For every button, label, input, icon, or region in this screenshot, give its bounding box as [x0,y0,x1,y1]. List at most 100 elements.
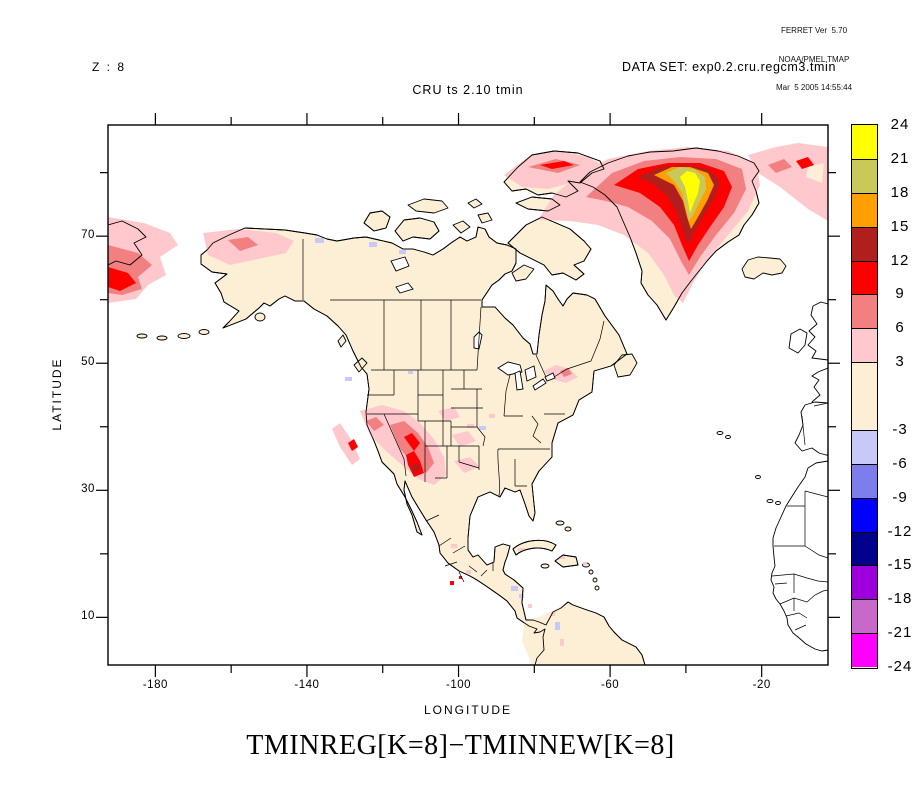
colorbar-divider [852,599,877,601]
colorbar-tick-label: 9 [895,285,905,303]
colorbar-divider [852,226,877,228]
colorbar-cell [852,429,877,464]
colorbar-tick-label: 18 [890,183,910,201]
plot-frame [107,124,829,666]
colorbar-cell [852,362,877,430]
colorbar-divider [852,565,877,567]
azores-1 [716,431,724,435]
colorbar-divider [852,531,877,533]
antilles-3 [594,585,600,591]
great-bear-lake [390,256,410,272]
colorbar-cell [852,294,877,329]
colorbar-cell [852,497,877,532]
western-us-patches [332,405,480,485]
scattered-specks [315,238,587,646]
bahamas [555,520,565,526]
lake-ontario [544,372,556,382]
ferret-timestamp: Mar 5 2005 14:55:44 [775,83,853,92]
prince-of-wales-island [452,220,471,234]
canary-1 [766,499,774,503]
colorbar-divider [852,429,877,431]
colorbar-divider [852,463,877,465]
y-tick-label: 50 [81,356,95,369]
azores-2 [725,435,731,439]
greenland-hotspot [538,143,828,303]
bering-red-band [108,267,136,291]
great-britain [807,301,828,361]
axis-ticks [96,113,840,677]
colorbar-divider [852,497,877,499]
colorbar-cell [852,599,877,634]
bathurst-island [467,198,483,209]
domain-corner-cream [522,604,578,665]
plot-title: TMINREG[K=8]−TMINNEW[K=8] [246,730,675,761]
colorbar-cell [852,565,877,600]
northwest-africa [770,460,828,652]
colorbar-tick-label: -3 [892,420,908,438]
colorbar-frame [851,124,878,669]
aleutian-3 [156,335,168,341]
iberia [794,401,828,456]
alaska-salmon-spot [228,237,258,251]
colorbar-tick-label: 15 [890,217,910,235]
y-tick-label: 70 [81,229,95,242]
plot-subtitle: CRU ts 2.10 tmin [412,83,524,97]
colorbar-cell [852,226,877,261]
level-indicator: Z : 8 [92,60,127,74]
ireland [788,328,808,354]
aleutian-4 [136,333,148,339]
lake-superior [497,361,523,376]
colorbar-tick-label: -21 [887,624,913,642]
antilles-2 [592,577,598,583]
melville-island [407,198,449,214]
lakes [390,256,556,391]
somerset-island [477,212,493,224]
colorbar-cell [852,260,877,295]
bahamas-2 [564,526,572,532]
colorbar-cell [852,633,877,667]
iceland [741,256,787,280]
aleutian-1 [198,329,210,335]
lake-erie [532,378,547,391]
colorbar-divider [852,633,877,635]
colorbar-divider [852,158,877,160]
colorbar-tick-label: -9 [892,488,908,506]
colorbar-cell [852,463,877,498]
dataset-label: DATA SET: exp0.2.cru.regcm3.tmin [622,60,836,74]
lake-huron [524,365,537,382]
great-lakes-salmon [560,368,572,377]
africa-europe-borders [771,402,828,631]
madeira [755,475,761,479]
haida-gwaii [337,334,347,348]
colorbar-tick-label: -18 [887,590,913,608]
colorbar-tick-label: -12 [887,522,913,540]
x-tick-label: -180 [142,679,168,691]
ferret-agency-line: NOAA/PMEL TMAP [778,54,850,64]
colorbar-tick-label: 3 [895,353,905,371]
antilles-1 [588,569,594,575]
colorbar-tick-label: -24 [887,658,913,675]
ferret-version-line: FERRET Ver 5.70 [780,26,848,35]
x-tick-label: -140 [294,679,320,691]
colorbar-cell [852,158,877,193]
lake-winnipeg [473,331,483,350]
colorbar-cell [852,328,877,363]
x-tick-label: -60 [601,679,620,691]
ellesmere-red [540,161,574,169]
aleutian-2 [177,333,191,339]
colorbar-cell [852,192,877,227]
colorbar-tick-label: 12 [890,251,910,269]
colorbar-tick-label: -15 [887,556,913,574]
colorbar-divider [852,328,877,330]
great-slave-lake [395,282,414,294]
data-shading [108,143,828,665]
colorbar-tick-label: -6 [892,454,908,472]
kodiak-island [254,312,266,322]
lake-michigan [514,370,524,391]
colorbar-divider [852,192,877,194]
political-borders [302,239,828,631]
y-tick-label: 10 [81,610,95,623]
jamaica [540,563,550,569]
